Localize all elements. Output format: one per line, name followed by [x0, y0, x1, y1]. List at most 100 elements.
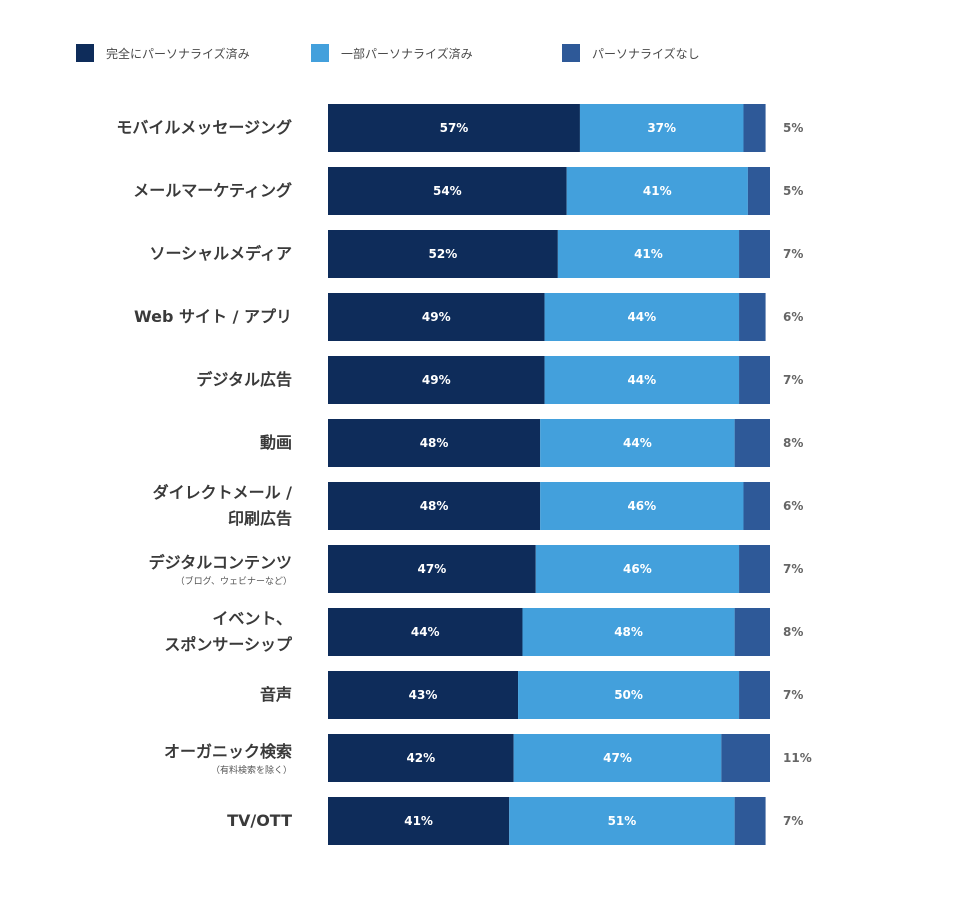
bar-segment: [328, 608, 523, 656]
category-label: モバイルメッセージング: [116, 115, 292, 141]
bar-segment: [328, 482, 541, 530]
bar-segment: [328, 419, 541, 467]
bar-segment: [328, 797, 510, 845]
bar-segment: [540, 419, 735, 467]
data-label: 44%: [411, 625, 440, 639]
data-label: 48%: [420, 436, 449, 450]
data-label: 46%: [627, 499, 656, 513]
bar-segment: [328, 356, 545, 404]
legend: 完全にパーソナライズ済み 一部パーソナライズ済み パーソナライズなし: [0, 44, 970, 68]
data-label: 7%: [783, 814, 803, 828]
bar-segment: [328, 230, 558, 278]
bar-segment: [734, 419, 770, 467]
legend-item: 一部パーソナライズ済み: [311, 44, 473, 62]
legend-swatch: [311, 44, 329, 62]
data-label: 7%: [783, 373, 803, 387]
category-label-line: 動画: [259, 433, 292, 452]
bar-segment: [734, 797, 766, 845]
bar-segment: [509, 797, 735, 845]
bar-segment: [328, 671, 519, 719]
category-sublabel: （有料検索を除く）: [210, 766, 292, 776]
bar-segment: [513, 734, 722, 782]
data-label: 7%: [783, 562, 803, 576]
bar-segment: [721, 734, 770, 782]
legend-item: パーソナライズなし: [562, 44, 700, 62]
bar-segment: [544, 356, 740, 404]
category-label-line: デジタル広告: [196, 370, 292, 389]
data-label: 37%: [647, 121, 676, 135]
bar-segment: [328, 734, 514, 782]
bar-segment: [328, 293, 545, 341]
category-label-line: Web サイト / アプリ: [134, 307, 292, 326]
bar-segment: [739, 545, 770, 593]
data-label: 7%: [783, 247, 803, 261]
category-label-line: モバイルメッセージング: [116, 118, 292, 137]
bar-segment: [328, 545, 536, 593]
category-label-line: オーガニック検索: [163, 742, 292, 761]
data-label: 48%: [420, 499, 449, 513]
bar-segment: [522, 608, 735, 656]
category-label-line: ソーシャルメディア: [149, 244, 292, 263]
category-label: ダイレクトメール / 印刷広告: [153, 480, 292, 532]
data-label: 43%: [409, 688, 438, 702]
bar-segment: [535, 545, 740, 593]
data-label: 6%: [783, 499, 803, 513]
bar-segment: [747, 167, 770, 215]
data-label: 11%: [783, 751, 812, 765]
data-label: 41%: [404, 814, 433, 828]
category-label: デジタルコンテンツ （ブログ、ウェビナーなど）: [149, 550, 292, 588]
data-label: 51%: [608, 814, 637, 828]
data-label: 8%: [783, 625, 803, 639]
bar-segment: [579, 104, 744, 152]
bar-segment: [734, 608, 770, 656]
bar-segment: [518, 671, 740, 719]
bar-segment: [328, 104, 580, 152]
data-label: 44%: [627, 310, 656, 324]
category-label-line: 印刷広告: [227, 509, 292, 528]
category-label: TV/OTT: [227, 808, 292, 834]
data-label: 54%: [433, 184, 462, 198]
data-label: 52%: [429, 247, 458, 261]
data-label: 48%: [614, 625, 643, 639]
data-label: 8%: [783, 436, 803, 450]
category-label: ソーシャルメディア: [149, 241, 292, 267]
category-sublabel: （ブログ、ウェビナーなど）: [175, 577, 292, 587]
data-label: 41%: [643, 184, 672, 198]
data-label: 41%: [634, 247, 663, 261]
legend-swatch: [562, 44, 580, 62]
category-label-line: ダイレクトメール /: [152, 483, 292, 502]
category-label: オーガニック検索 （有料検索を除く）: [164, 739, 292, 777]
bar-segment: [739, 293, 766, 341]
data-label: 46%: [623, 562, 652, 576]
legend-label: パーソナライズなし: [592, 46, 700, 61]
bar-segment: [328, 167, 567, 215]
bar-segment: [540, 482, 744, 530]
bar-segment: [557, 230, 740, 278]
bar-segment: [739, 671, 770, 719]
category-label-line: 音声: [259, 685, 292, 704]
data-label: 49%: [422, 373, 451, 387]
legend-swatch: [76, 44, 94, 62]
data-label: 44%: [627, 373, 656, 387]
data-label: 49%: [422, 310, 451, 324]
data-label: 50%: [614, 688, 643, 702]
data-label: 6%: [783, 310, 803, 324]
category-label: 動画: [260, 430, 292, 456]
data-label: 44%: [623, 436, 652, 450]
category-label-line: TV/OTT: [227, 811, 292, 830]
category-label-line: スポンサーシップ: [164, 635, 292, 654]
category-label: イベント、 スポンサーシップ: [164, 606, 292, 658]
category-label: デジタル広告: [196, 367, 292, 393]
data-label: 42%: [406, 751, 435, 765]
bar-segment: [566, 167, 748, 215]
category-label-line: デジタルコンテンツ: [148, 553, 292, 572]
bar-segment: [739, 230, 770, 278]
category-label-line: メールマーケティング: [133, 181, 292, 200]
data-label: 57%: [440, 121, 469, 135]
bar-segment: [743, 104, 766, 152]
data-label: 47%: [418, 562, 447, 576]
category-label: Web サイト / アプリ: [134, 304, 292, 330]
bar-segment: [743, 482, 770, 530]
data-label: 7%: [783, 688, 803, 702]
